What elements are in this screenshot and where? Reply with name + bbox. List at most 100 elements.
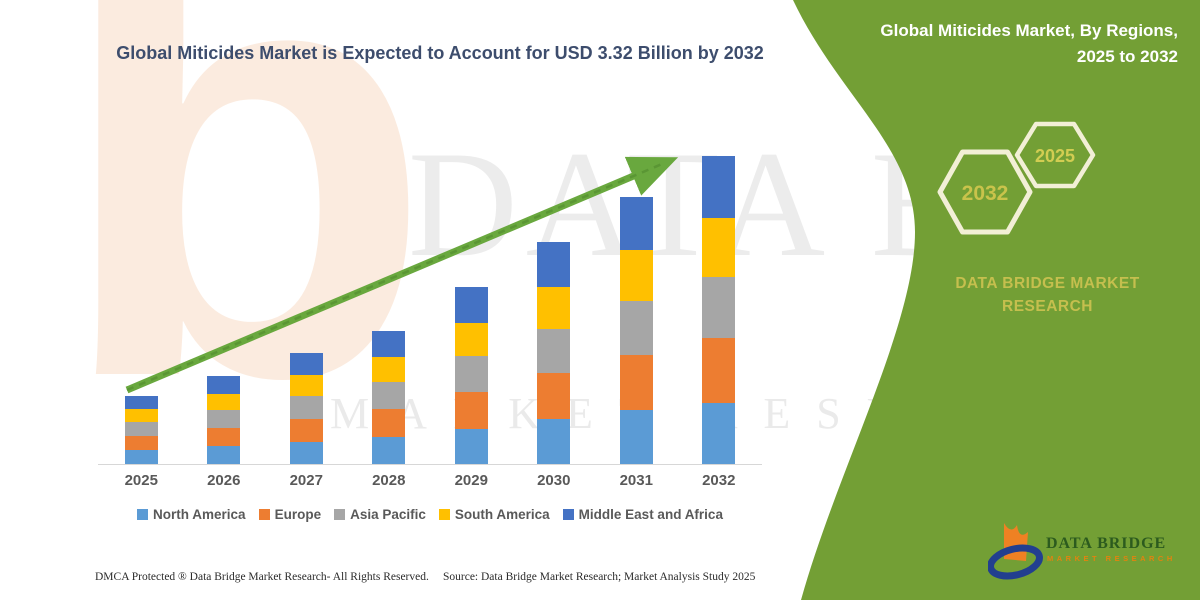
bar-segment	[372, 382, 406, 410]
stacked-bar-2025	[124, 396, 158, 464]
legend-swatch-icon	[562, 509, 574, 520]
logo-name: DATA BRIDGE	[1046, 535, 1166, 552]
legend-label: South America	[454, 507, 550, 522]
bar-segment	[289, 352, 323, 375]
x-axis-line	[98, 464, 762, 465]
bar-segment	[289, 374, 323, 397]
legend-label: Asia Pacific	[350, 507, 426, 522]
bar-segment	[702, 402, 736, 464]
x-axis-label: 2025	[124, 472, 158, 489]
bar-segment	[207, 375, 241, 394]
bar-segment	[619, 410, 653, 464]
bar-slot	[100, 396, 183, 464]
x-label-slot: 2032	[678, 472, 761, 489]
bar-slot	[348, 331, 431, 464]
x-label-slot: 2031	[595, 472, 678, 489]
bar-segment	[702, 218, 736, 277]
bars-row	[100, 150, 760, 464]
legend-item: Europe	[258, 507, 322, 522]
bar-segment	[454, 322, 488, 357]
bar-segment	[124, 436, 158, 451]
bar-slot	[183, 375, 266, 464]
footer-dmca-text: DMCA Protected ® Data Bridge Market Rese…	[95, 571, 429, 583]
bar-segment	[207, 393, 241, 411]
stacked-bar-2030	[537, 242, 571, 464]
bar-slot	[513, 242, 596, 464]
bar-segment	[454, 286, 488, 323]
bar-slot	[265, 352, 348, 464]
x-axis-label: 2029	[454, 472, 488, 489]
legend-swatch-icon	[258, 509, 270, 520]
x-label-slot: 2027	[265, 472, 348, 489]
bar-segment	[619, 300, 653, 355]
bar-segment	[207, 427, 241, 447]
bar-segment	[454, 356, 488, 392]
x-axis-label: 2026	[207, 472, 241, 489]
bar-segment	[702, 337, 736, 403]
stacked-bar-2032	[702, 155, 736, 464]
bar-segment	[537, 419, 571, 464]
logo-subtitle: MARKET RESEARCH	[1047, 554, 1176, 563]
legend-swatch-icon	[438, 509, 450, 520]
bar-segment	[124, 396, 158, 410]
bar-segment	[702, 155, 736, 219]
legend-label: Middle East and Africa	[578, 507, 723, 522]
legend-swatch-icon	[137, 509, 149, 520]
bar-segment	[289, 396, 323, 419]
bar-segment	[537, 328, 571, 374]
bar-segment	[124, 409, 158, 423]
logo-swoosh-icon	[988, 544, 1043, 580]
legend-item: Asia Pacific	[334, 507, 426, 522]
stacked-bar-2031	[619, 196, 653, 464]
legend-label: Europe	[274, 507, 322, 522]
bar-segment	[372, 331, 406, 358]
panel-heading: Global Miticides Market, By Regions, 202…	[880, 21, 1178, 66]
x-label-slot: 2030	[513, 472, 596, 489]
legend-label: North America	[153, 507, 246, 522]
x-label-slot: 2028	[348, 472, 431, 489]
bar-segment	[619, 249, 653, 301]
bar-slot	[430, 286, 513, 464]
bar-slot	[595, 196, 678, 464]
bar-segment	[289, 418, 323, 442]
bar-segment	[124, 422, 158, 437]
bar-slot	[678, 155, 761, 464]
logo-flame-icon	[1004, 523, 1028, 561]
x-axis-label: 2028	[372, 472, 406, 489]
x-label-slot: 2029	[430, 472, 513, 489]
bar-segment	[619, 354, 653, 411]
footer-source-text: Source: Data Bridge Market Research; Mar…	[443, 571, 756, 583]
legend-item: South America	[438, 507, 550, 522]
legend-swatch-icon	[334, 509, 346, 520]
stacked-bar-2027	[289, 352, 323, 464]
chart-title: Global Miticides Market is Expected to A…	[116, 43, 764, 63]
bar-segment	[454, 391, 488, 429]
data-bridge-logo: DATA BRIDGE MARKET RESEARCH	[988, 523, 1176, 580]
x-axis-label: 2027	[289, 472, 323, 489]
stacked-bar-2026	[207, 375, 241, 464]
bar-segment	[372, 357, 406, 383]
stacked-bar-2029	[454, 286, 488, 464]
x-axis-labels: 2025 2026 2027 2028 2029 2030 2031 2032	[100, 472, 760, 489]
bar-segment	[207, 410, 241, 428]
bar-segment	[124, 450, 158, 464]
bar-segment	[619, 196, 653, 250]
x-axis-label: 2032	[702, 472, 736, 489]
bar-segment	[372, 437, 406, 464]
bar-segment	[207, 446, 241, 464]
bar-segment	[454, 428, 488, 464]
x-label-slot: 2025	[100, 472, 183, 489]
panel-brand-text: DATA BRIDGE MARKET RESEARCH	[955, 275, 1140, 316]
bar-segment	[289, 441, 323, 464]
bar-segment	[537, 242, 571, 287]
x-axis-label: 2031	[619, 472, 653, 489]
bar-segment	[372, 409, 406, 438]
legend-item: North America	[137, 507, 246, 522]
x-axis-label: 2030	[537, 472, 571, 489]
bar-segment	[702, 276, 736, 338]
x-label-slot: 2026	[183, 472, 266, 489]
stacked-bar-2028	[372, 331, 406, 464]
bar-segment	[537, 286, 571, 329]
legend-item: Middle East and Africa	[562, 507, 723, 522]
legend: North America Europe Asia Pacific South Ame…	[90, 507, 770, 522]
